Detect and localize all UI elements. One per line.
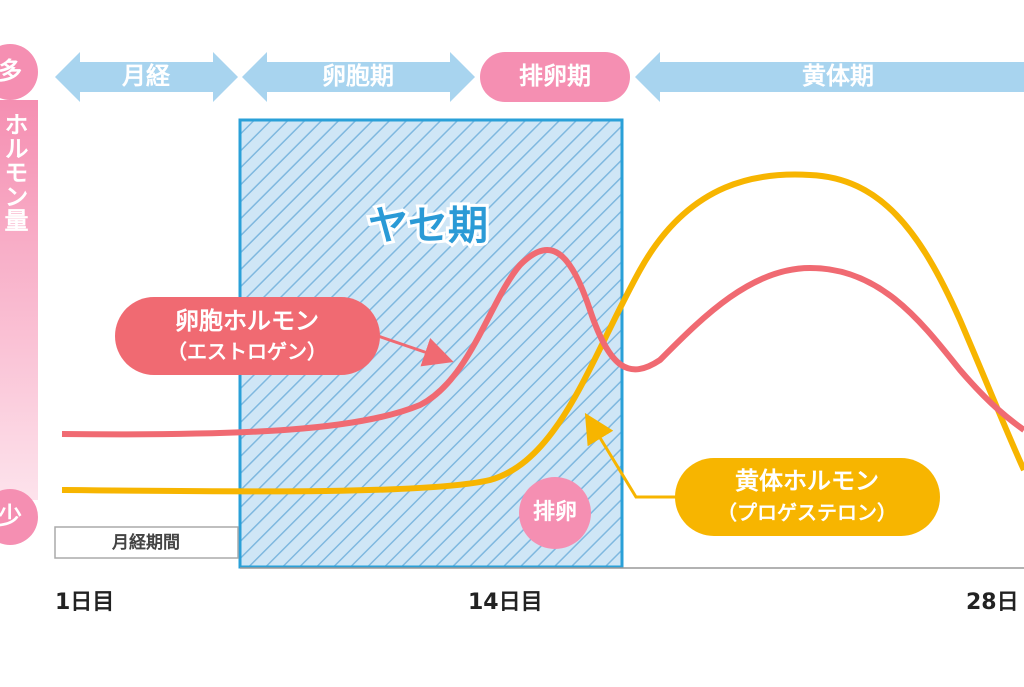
estrogen-arrow [377,334,454,367]
day-label: 28日 [966,590,1019,615]
axis-low [0,489,38,545]
phase-label: 月経 [121,62,171,90]
axis-high [0,44,38,100]
period-label: 月経期間 [111,532,180,553]
estrogen-sub: （エストロゲン） [167,340,327,364]
progesterone-curve [61,171,1024,495]
estrogen-curve [61,247,1024,438]
phase-label: 黄体期 [802,62,874,90]
axis-high-label: 多 [0,57,22,85]
progesterone-name: 黄体ホルモン [735,467,879,495]
phase-pill [480,52,630,102]
phase-label: 排卵期 [519,62,591,90]
progesterone-pill [675,458,940,536]
ovulation-circle [519,477,591,549]
estrogen-name: 卵胞ホルモン [175,307,319,335]
highlight-label: ヤセ期 [368,203,488,249]
phase-label: 卵胞期 [322,62,394,90]
axis-label: ホルモン量 [0,112,28,232]
estrogen-pill [115,297,380,375]
ovulation-label: 排卵 [533,500,577,525]
axis-bar [0,100,38,500]
phase-arrow [635,52,1024,102]
period-box [54,526,239,559]
phase-arrow [242,52,475,102]
progesterone-arrow [584,412,676,499]
day-label: 14日目 [468,590,543,615]
day-label: 1日目 [55,590,114,615]
phase-arrow [55,52,238,102]
progesterone-sub: （プロゲステロン） [717,501,897,525]
axis-low-label: 少 [0,502,22,530]
